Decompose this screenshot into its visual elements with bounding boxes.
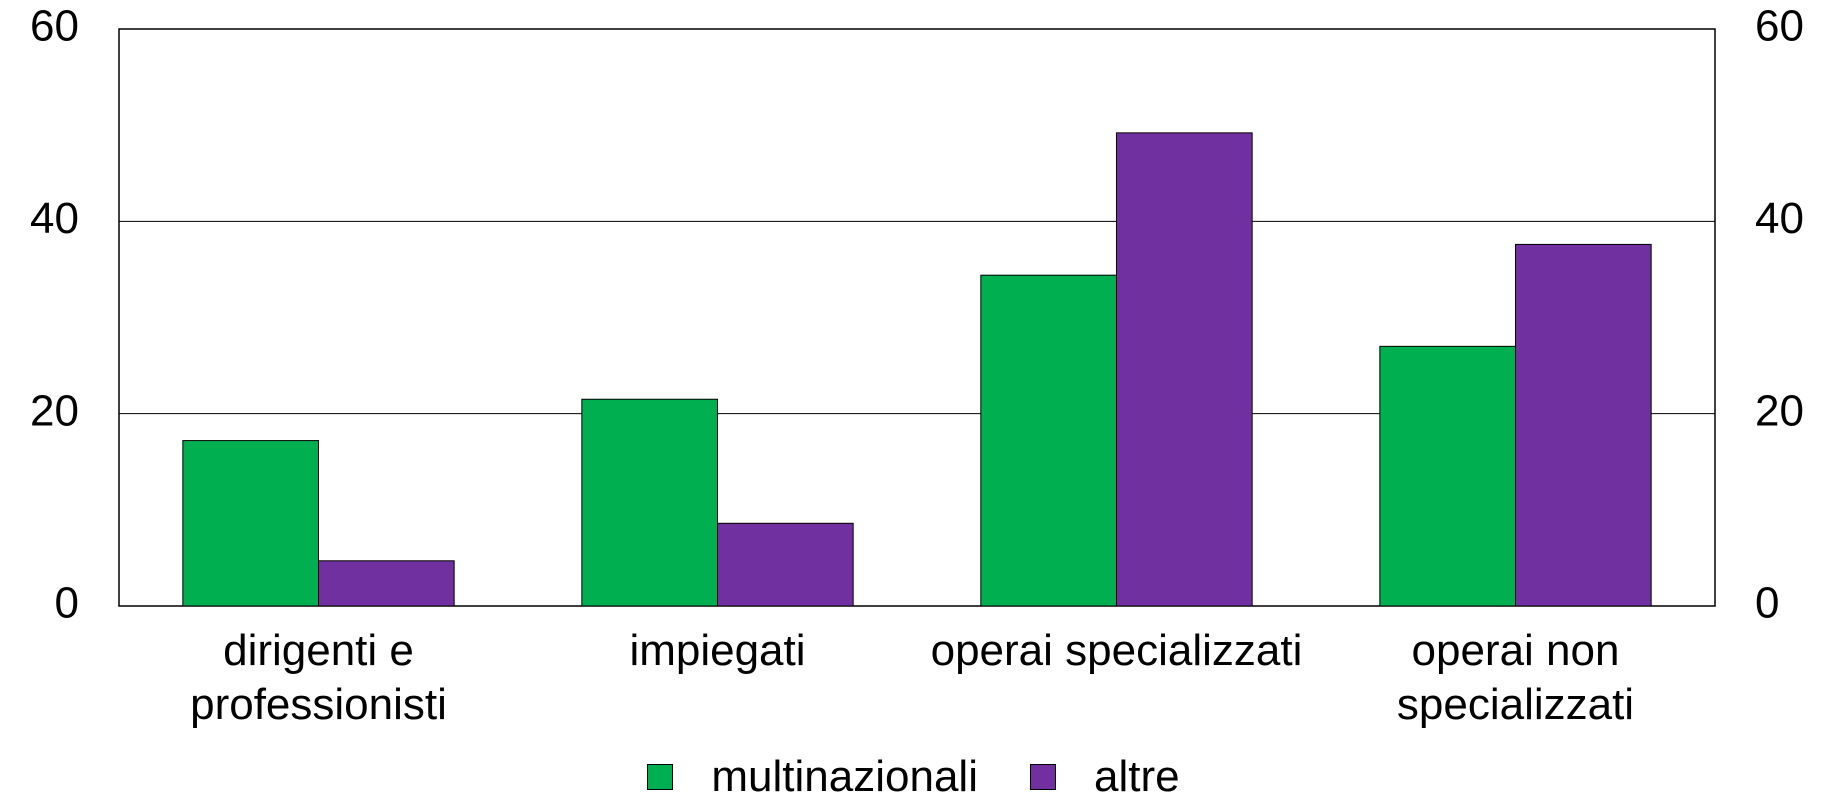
y-tick-label: 60 [30,2,79,51]
legend-label: altre [1093,752,1180,798]
y2-tick-label: 40 [1755,194,1804,243]
chart: 0 0 20 20 40 40 60 60 [30,2,1804,628]
y2-tick-label: 60 [1755,2,1804,51]
y2-tick-label: 20 [1755,386,1804,435]
bar [318,560,455,607]
legend: multinazionali altre [0,752,1827,798]
legend-swatch [1029,764,1056,790]
plot-frame [118,28,1716,607]
legend-item: altre [1029,752,1180,798]
bar [717,522,854,607]
y-tick-label: 20 [30,386,79,435]
x-tick-label: operai specializzati [930,626,1303,675]
x-tick-label: dirigenti e professionisti [190,626,447,729]
bar [1116,132,1253,607]
x-tick-label: impiegati [629,626,806,675]
bar [980,274,1118,607]
y2-tick-label: 0 [1755,579,1779,628]
legend-swatch [647,764,674,790]
legend-item: multinazionali [647,752,978,798]
x-tick-label: operai non specializzati [1396,626,1635,729]
bar [1379,345,1516,607]
bar [1515,243,1652,607]
legend-label: multinazionali [711,752,978,798]
bar [182,440,319,607]
y-tick-label: 40 [30,194,79,243]
y-tick-label: 0 [55,579,79,628]
bar [581,398,719,607]
